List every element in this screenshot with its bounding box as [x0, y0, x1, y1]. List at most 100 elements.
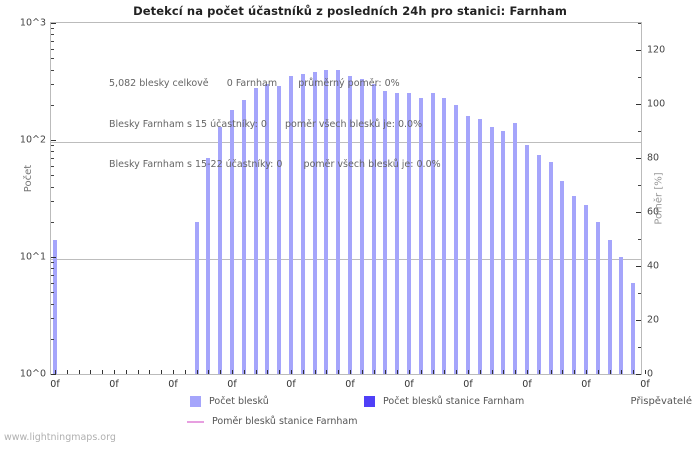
- x-tick: [515, 370, 517, 374]
- y-tick-major-right: [636, 266, 641, 267]
- y-tick-label-right: 60: [647, 206, 660, 218]
- legend-item-total[interactable]: Počet blesků: [190, 396, 269, 407]
- y-tick-minor: [51, 104, 54, 106]
- legend-item-ratio[interactable]: Poměr blesků stanice Farnham: [187, 416, 357, 427]
- y-tick-minor: [51, 48, 54, 50]
- y-tick-minor: [51, 151, 54, 153]
- x-tick: [208, 370, 210, 374]
- y-tick-minor: [51, 69, 54, 71]
- y-tick-major: [51, 257, 56, 258]
- y-tick-label-right: 40: [647, 260, 660, 272]
- x-tick: [621, 370, 623, 374]
- y-tick-minor: [51, 165, 54, 167]
- y-tick-minor-right: [638, 185, 641, 186]
- x-tick: [220, 370, 222, 374]
- x-tick: [361, 370, 363, 374]
- bar-total: [194, 221, 199, 374]
- bar-total: [572, 196, 577, 374]
- x-tick: [232, 370, 233, 374]
- bar-total: [466, 116, 470, 374]
- gridline-1e1: [51, 259, 641, 260]
- y-axis-left-title: Počet: [23, 164, 35, 193]
- bar-total: [241, 99, 246, 374]
- x-tick: [302, 370, 304, 374]
- bar-total: [454, 104, 459, 374]
- y-tick-label-right: 0: [647, 368, 654, 380]
- gridline-1e2: [51, 142, 641, 143]
- y-tick-major: [51, 23, 56, 24]
- y-tick-minor: [51, 303, 54, 305]
- watermark: www.lightningmaps.org: [4, 432, 116, 443]
- y-tick-minor: [51, 175, 54, 177]
- y-tick-minor-right: [638, 131, 641, 132]
- bar-total: [324, 69, 329, 374]
- bar-total: [383, 91, 388, 374]
- y-tick-minor: [51, 318, 54, 320]
- legend-swatch-total: [190, 396, 201, 407]
- x-tick: [243, 370, 245, 374]
- bar-total: [230, 110, 234, 374]
- y-tick-minor: [51, 201, 54, 203]
- x-tick: [338, 370, 340, 374]
- annotation-line-3: Blesky Farnham s 15-22 účastníky: 0 pomě…: [109, 159, 441, 170]
- bar-total: [619, 257, 624, 374]
- y-tick-label-left: 10^3: [19, 17, 46, 29]
- annotation-block: 5,082 blesky celkově 0 Farnham průměrný …: [109, 50, 441, 199]
- bar-total: [477, 119, 482, 374]
- legend-swatch-station: [364, 396, 375, 407]
- legend-label-station: Počet blesků stanice Farnham: [383, 396, 525, 407]
- plot-area: 10^0 10^1 10^2 10^3 0 20 40 60 80 100 120 Počet P…: [20, 18, 665, 380]
- x-tick: [314, 370, 316, 374]
- x-tick: [645, 370, 646, 374]
- bar-total: [489, 126, 494, 374]
- y-tick-minor: [51, 84, 54, 86]
- x-tick: [291, 370, 292, 374]
- legend-item-station[interactable]: Počet blesků stanice Farnham: [364, 396, 524, 407]
- x-tick: [385, 370, 387, 374]
- y-tick-minor: [51, 338, 54, 340]
- y-tick-label-right: 80: [647, 152, 660, 164]
- x-tick: [527, 370, 528, 374]
- x-tick: [255, 370, 257, 374]
- bar-total: [418, 97, 423, 374]
- x-tick-label: 0f: [581, 379, 591, 390]
- y-tick-major-right: [636, 212, 641, 213]
- y-tick-minor: [51, 58, 54, 60]
- y-axis-right-title: Poměr [%]: [653, 172, 665, 225]
- y-tick-minor-right: [638, 293, 641, 294]
- y-tick-label-left: 10^2: [19, 134, 46, 146]
- x-tick: [432, 370, 434, 374]
- annotation-line-1: 5,082 blesky celkově 0 Farnham průměrný …: [109, 78, 400, 89]
- x-tick: [114, 370, 115, 374]
- x-tick: [184, 370, 186, 374]
- bar-total: [206, 158, 211, 374]
- y-tick-minor: [51, 292, 54, 294]
- legend: Počet blesků Počet blesků stanice Farnha…: [0, 392, 700, 432]
- y-tick-minor: [51, 158, 54, 160]
- page-title: Detekcí na počet účastníků z posledních …: [133, 4, 567, 18]
- x-tick: [125, 370, 127, 374]
- x-tick: [350, 370, 351, 374]
- bar-total: [584, 204, 588, 374]
- y-tick-major-right: [636, 158, 641, 159]
- x-tick: [173, 370, 174, 374]
- x-tick-label: 0f: [286, 379, 296, 390]
- x-tick: [102, 370, 104, 374]
- bar-total: [407, 93, 411, 374]
- x-tick-label: 0f: [345, 379, 355, 390]
- x-tick: [149, 370, 151, 374]
- x-tick: [78, 370, 80, 374]
- bar-total: [525, 145, 529, 374]
- x-tick: [456, 370, 458, 374]
- x-tick: [196, 370, 198, 374]
- x-tick: [373, 370, 375, 374]
- bar-total: [336, 69, 341, 374]
- x-tick: [90, 370, 92, 374]
- y-tick-minor: [51, 282, 54, 284]
- x-tick: [444, 370, 446, 374]
- bar-total: [371, 84, 376, 374]
- y-tick-major-right: [636, 104, 641, 105]
- y-tick-minor: [51, 41, 54, 43]
- x-tick: [609, 370, 611, 374]
- bar-total: [631, 282, 636, 374]
